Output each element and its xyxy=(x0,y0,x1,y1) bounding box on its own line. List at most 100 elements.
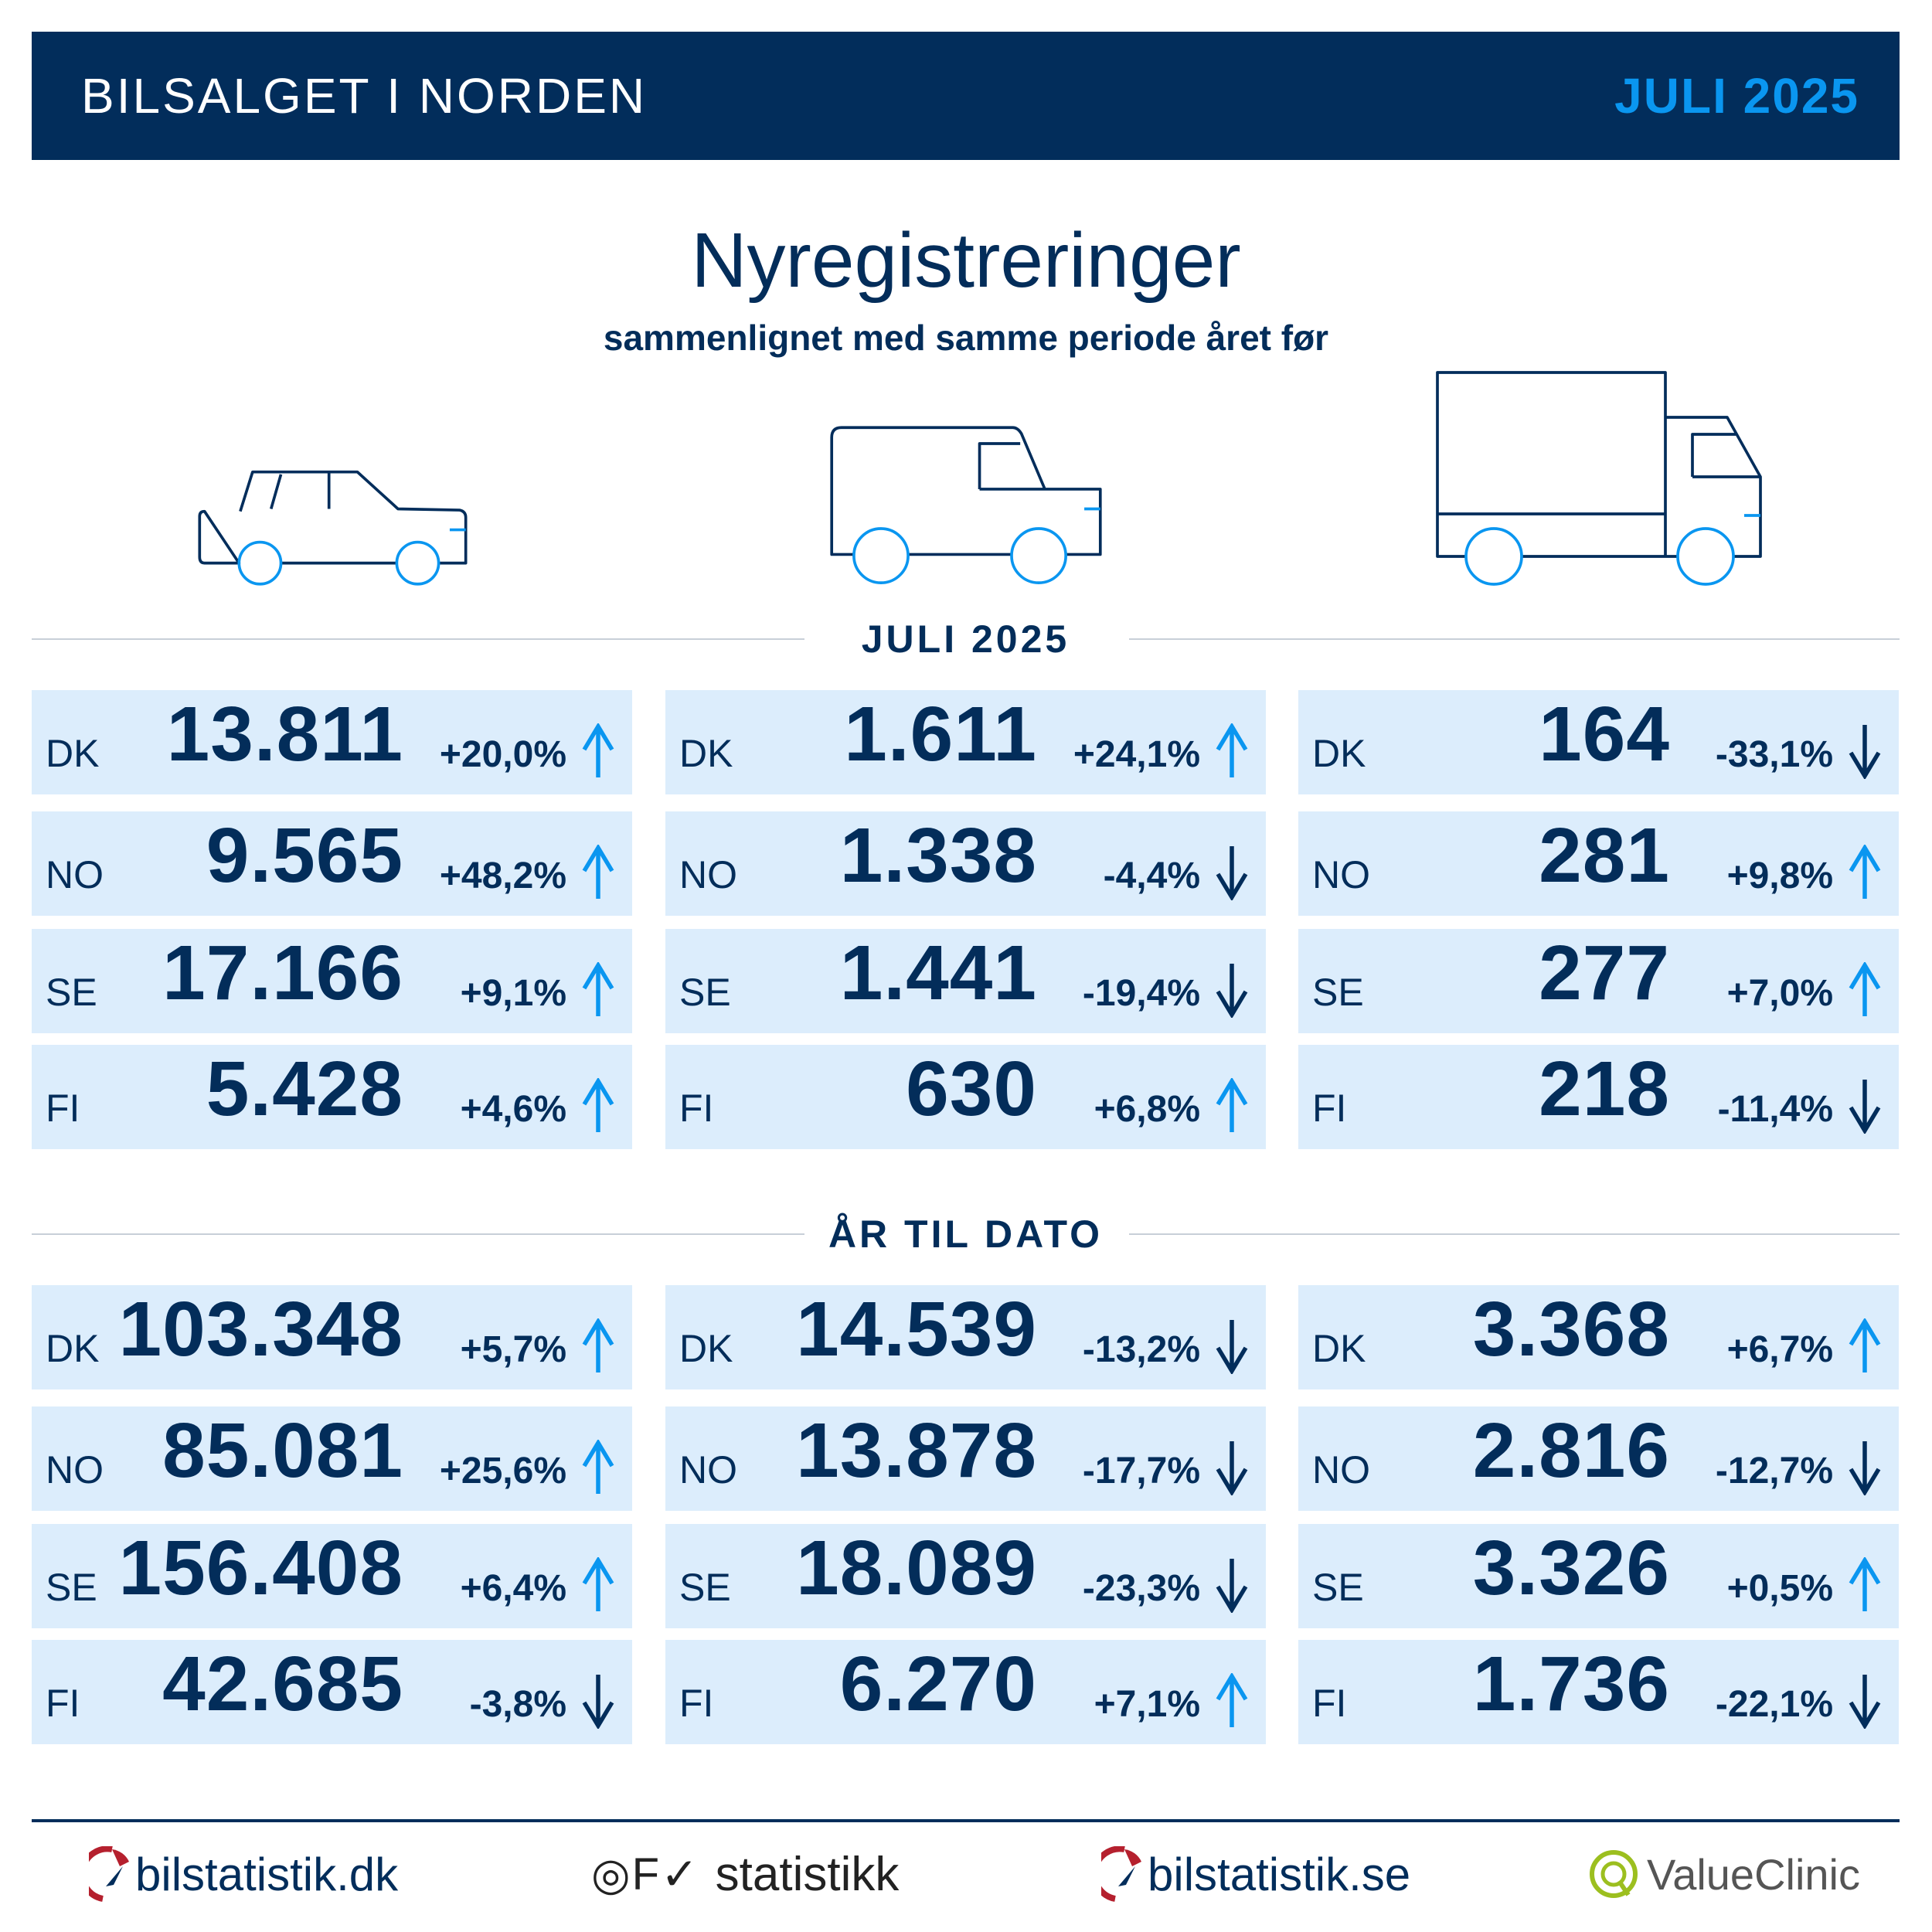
registration-count: 3.368 xyxy=(1472,1286,1670,1372)
registration-count: 164 xyxy=(1539,691,1670,777)
speedometer-icon xyxy=(1101,1846,1141,1902)
change-percent: +6,8% xyxy=(1094,1089,1200,1130)
registration-count: 3.326 xyxy=(1472,1525,1670,1611)
country-code: DK xyxy=(1312,732,1366,775)
divider xyxy=(1129,1233,1900,1235)
stat-row: DK 1.611 +24,1% xyxy=(665,690,1266,794)
change-percent: +9,1% xyxy=(460,973,566,1014)
stat-row: SE 156.408 +6,4% xyxy=(32,1524,632,1628)
change-percent: +7,1% xyxy=(1094,1684,1200,1725)
divider xyxy=(32,638,804,640)
valueclinic-q-icon xyxy=(1590,1850,1638,1898)
header-title: BILSALGET I NORDEN xyxy=(81,68,648,124)
footer-divider xyxy=(32,1819,1900,1822)
section-header-month: JULI 2025 xyxy=(32,615,1900,662)
change-percent: +0,5% xyxy=(1726,1568,1833,1609)
arrow-down-icon xyxy=(1216,1441,1248,1495)
car-icon xyxy=(198,470,468,586)
registration-count: 156.408 xyxy=(118,1525,403,1611)
stat-row: SE 18.089 -23,3% xyxy=(665,1524,1266,1628)
stat-row: DK 103.348 +5,7% xyxy=(32,1285,632,1389)
logo-valueclinic: ValueClinic xyxy=(1588,1843,1860,1905)
logo-text: bilstatistik.dk xyxy=(135,1848,399,1900)
stat-row: FI 5.428 +4,6% xyxy=(32,1045,632,1149)
stat-row: NO 13.878 -17,7% xyxy=(665,1406,1266,1511)
country-code: DK xyxy=(679,732,733,775)
arrow-down-icon xyxy=(582,1675,614,1729)
registration-count: 5.428 xyxy=(206,1046,403,1132)
registration-count: 6.270 xyxy=(839,1641,1037,1727)
stat-row: NO 1.338 -4,4% xyxy=(665,811,1266,916)
change-percent: +6,4% xyxy=(460,1568,566,1609)
registration-count: 42.685 xyxy=(162,1641,403,1727)
logo-bilstatistik-dk: bilstatistik.dk xyxy=(89,1843,398,1905)
stat-row: DK 13.811 +20,0% xyxy=(32,690,632,794)
stat-row: FI 218 -11,4% xyxy=(1298,1045,1899,1149)
change-percent: -23,3% xyxy=(1082,1568,1200,1609)
logo-text: ValueClinic xyxy=(1647,1849,1860,1899)
logo-text: statistikk xyxy=(715,1847,900,1901)
stat-row: SE 1.441 -19,4% xyxy=(665,929,1266,1033)
van-icon xyxy=(830,426,1102,584)
country-code: DK xyxy=(46,1327,100,1370)
arrow-up-icon xyxy=(582,1557,614,1611)
arrow-up-icon xyxy=(582,1440,614,1494)
stat-row: SE 17.166 +9,1% xyxy=(32,929,632,1033)
change-percent: -19,4% xyxy=(1082,973,1200,1014)
section-label: ÅR TIL DATO xyxy=(828,1213,1104,1256)
country-code: FI xyxy=(46,1682,80,1725)
country-code: NO xyxy=(1312,853,1370,896)
registration-count: 281 xyxy=(1539,812,1670,899)
country-code: NO xyxy=(1312,1448,1370,1492)
country-code: DK xyxy=(679,1327,733,1370)
arrow-down-icon xyxy=(1216,846,1248,900)
arrow-down-icon xyxy=(1849,725,1881,779)
country-code: NO xyxy=(46,1448,104,1492)
registration-count: 85.081 xyxy=(162,1407,403,1494)
registration-count: 1.736 xyxy=(1472,1641,1670,1727)
country-code: DK xyxy=(1312,1327,1366,1370)
registration-count: 14.539 xyxy=(796,1286,1037,1372)
change-percent: +20,0% xyxy=(439,734,566,775)
change-percent: -33,1% xyxy=(1715,734,1833,775)
logo-text: bilstatistik.se xyxy=(1148,1848,1411,1900)
arrow-down-icon xyxy=(1216,1320,1248,1374)
country-code: NO xyxy=(679,1448,737,1492)
arrow-up-icon xyxy=(1849,845,1881,899)
ofv-mark: ◎F✓ xyxy=(591,1849,700,1900)
country-code: FI xyxy=(679,1682,714,1725)
arrow-up-icon xyxy=(582,962,614,1016)
stat-row: SE 277 +7,0% xyxy=(1298,929,1899,1033)
arrow-up-icon xyxy=(1216,723,1248,777)
stat-row: NO 85.081 +25,6% xyxy=(32,1406,632,1511)
registration-count: 9.565 xyxy=(206,812,403,899)
divider xyxy=(32,1233,804,1235)
registration-count: 17.166 xyxy=(162,930,403,1016)
country-code: SE xyxy=(679,1566,731,1609)
country-code: SE xyxy=(46,971,97,1014)
country-code: DK xyxy=(46,732,100,775)
arrow-up-icon xyxy=(582,845,614,899)
registration-count: 2.816 xyxy=(1472,1407,1670,1494)
country-code: SE xyxy=(1312,1566,1364,1609)
change-percent: +48,2% xyxy=(439,855,566,896)
section-label: JULI 2025 xyxy=(861,617,1070,661)
stat-row: FI 630 +6,8% xyxy=(665,1045,1266,1149)
change-percent: +25,6% xyxy=(439,1451,566,1492)
header-bar: BILSALGET I NORDEN JULI 2025 xyxy=(32,32,1900,160)
country-code: SE xyxy=(1312,971,1364,1014)
arrow-down-icon xyxy=(1216,1559,1248,1613)
change-percent: +6,7% xyxy=(1726,1329,1833,1370)
registration-count: 218 xyxy=(1539,1046,1670,1132)
arrow-up-icon xyxy=(1216,1673,1248,1727)
registration-count: 1.611 xyxy=(844,691,1037,777)
change-percent: +24,1% xyxy=(1073,734,1200,775)
arrow-down-icon xyxy=(1216,964,1248,1018)
change-percent: -11,4% xyxy=(1717,1089,1833,1130)
stat-row: FI 6.270 +7,1% xyxy=(665,1640,1266,1744)
country-code: FI xyxy=(1312,1682,1347,1725)
change-percent: -22,1% xyxy=(1715,1684,1833,1725)
country-code: SE xyxy=(46,1566,97,1609)
page-subtitle: sammenlignet med samme periode året før xyxy=(603,318,1329,358)
arrow-down-icon xyxy=(1849,1441,1881,1495)
